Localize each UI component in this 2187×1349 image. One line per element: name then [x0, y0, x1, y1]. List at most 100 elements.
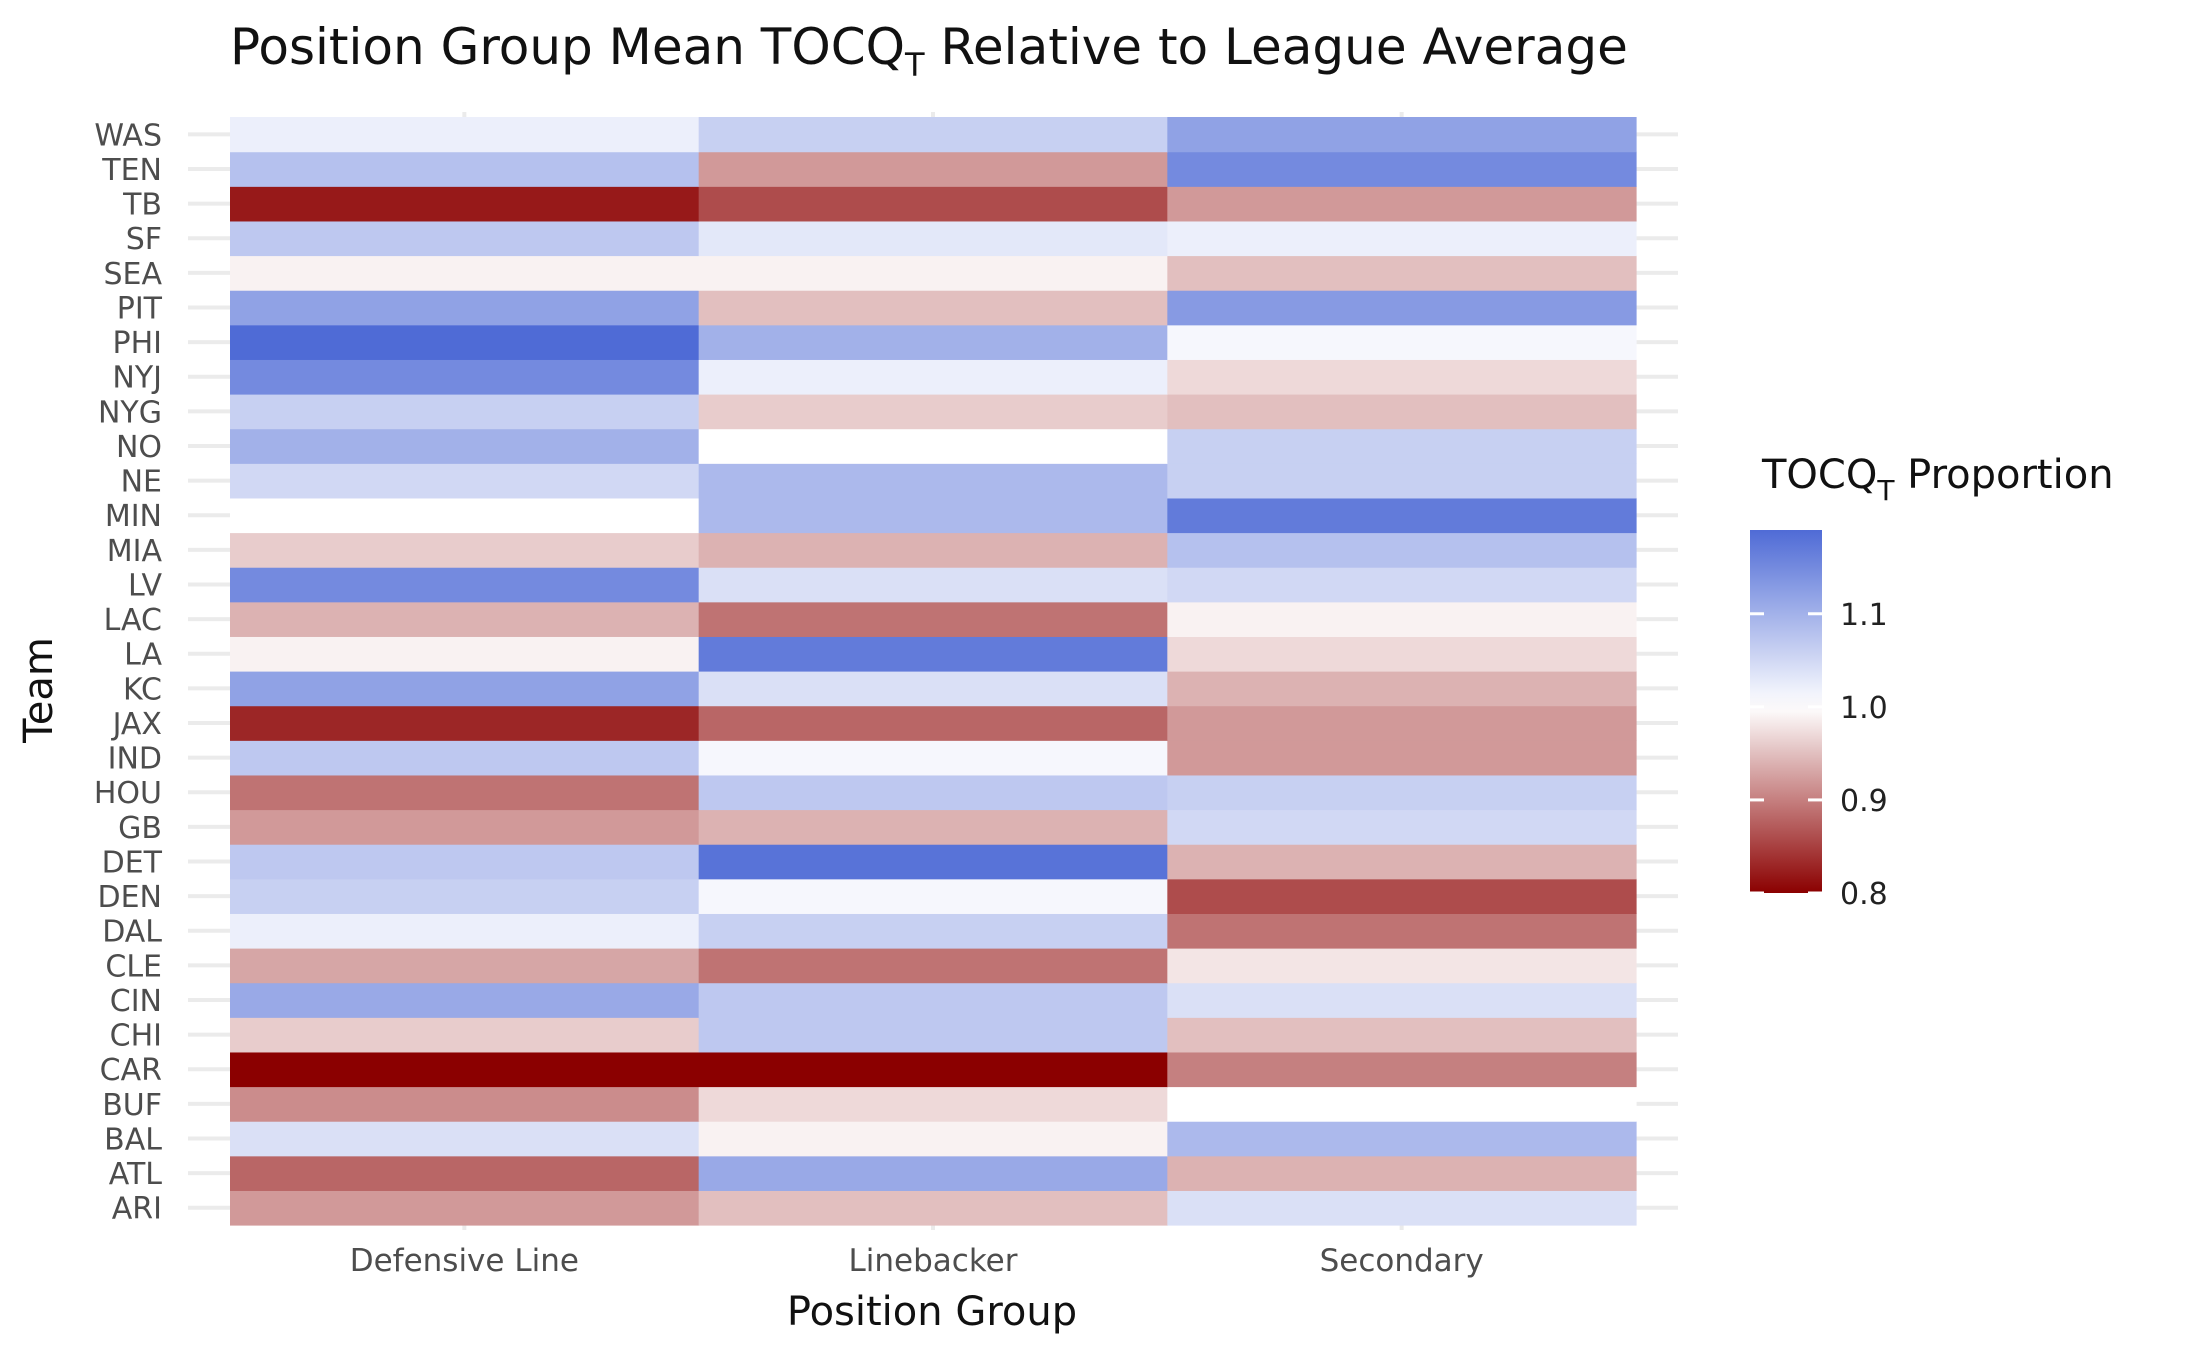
heatmap-cell-hou-linebacker	[698, 774, 1168, 811]
y-tick-label: DAL	[102, 915, 162, 950]
legend-ticks: 1.1 1.0 0.9 0.8	[1750, 598, 1888, 912]
heatmap-cell-car-secondary	[1167, 1051, 1637, 1088]
heatmap-cell-ari-linebacker	[698, 1190, 1168, 1226]
heatmap-cell-min-linebacker	[698, 497, 1168, 534]
heatmap-cell-lv-secondary	[1167, 567, 1637, 603]
heatmap-cell-mia-secondary	[1167, 532, 1637, 568]
heatmap-cell-cle-linebacker	[698, 948, 1168, 984]
y-tick-label: CIN	[110, 984, 162, 1019]
heatmap-cell-la-linebacker	[698, 636, 1168, 672]
chart-title: Position Group Mean TOCQT Relative to Le…	[230, 18, 1628, 84]
heatmap-cell-pit-defensive-line	[230, 290, 700, 326]
y-tick-label: NYJ	[112, 361, 162, 396]
heatmap-cell-ten-linebacker	[698, 151, 1168, 187]
heatmap-cell-was-linebacker	[698, 117, 1168, 153]
heatmap-cell-car-defensive-line	[230, 1051, 700, 1088]
heatmap-cell-atl-defensive-line	[230, 1155, 700, 1191]
y-tick-label: TEN	[101, 153, 162, 188]
heatmap-cell-ne-defensive-line	[230, 463, 700, 499]
heatmap-cell-bal-defensive-line	[230, 1121, 700, 1157]
heatmap-cell-hou-secondary	[1167, 774, 1637, 811]
legend-title: TOCQT Proportion	[1761, 452, 2114, 507]
y-tick-label: KC	[123, 672, 162, 707]
heatmap-cell-car-linebacker	[698, 1051, 1168, 1088]
heatmap-cell-sea-defensive-line	[230, 255, 700, 291]
heatmap-cell-sf-secondary	[1167, 220, 1637, 257]
y-tick-label: ATL	[109, 1157, 163, 1192]
heatmap-cell-phi-secondary	[1167, 324, 1637, 360]
heatmap-cell-cin-linebacker	[698, 982, 1168, 1018]
heatmap-cell-lv-defensive-line	[230, 567, 700, 603]
heatmap-cell-no-defensive-line	[230, 428, 700, 464]
heatmap-cell-dal-secondary	[1167, 913, 1637, 949]
y-tick-label: PHI	[113, 326, 163, 361]
heatmap-cell-bal-linebacker	[698, 1121, 1168, 1157]
heatmap-cell-min-secondary	[1167, 497, 1637, 534]
heatmap-cell-nyj-defensive-line	[230, 359, 700, 395]
heatmap-cell-pit-linebacker	[698, 290, 1168, 326]
heatmap-cell-lv-linebacker	[698, 567, 1168, 603]
heatmap-cell-kc-defensive-line	[230, 671, 700, 707]
x-axis-title: Position Group	[787, 1289, 1077, 1335]
heatmap-cell-pit-secondary	[1167, 290, 1637, 326]
heatmap-cell-nyg-secondary	[1167, 394, 1637, 430]
heatmap-cell-atl-linebacker	[698, 1155, 1168, 1191]
heatmap-cell-phi-defensive-line	[230, 324, 700, 360]
heatmap-cell-sea-secondary	[1167, 255, 1637, 291]
heatmap-cell-nyj-linebacker	[698, 359, 1168, 395]
heatmap-cell-atl-secondary	[1167, 1155, 1637, 1191]
heatmap-cell-nyg-linebacker	[698, 394, 1168, 430]
y-tick-label: BAL	[104, 1122, 162, 1157]
heatmap-cell-den-secondary	[1167, 878, 1637, 914]
heatmap-cell-sf-linebacker	[698, 220, 1168, 257]
heatmap-cell-was-secondary	[1167, 117, 1637, 153]
legend-tick-label: 1.0	[1840, 691, 1888, 726]
y-tick-label: LAC	[104, 603, 162, 638]
legend-tick-label: 1.1	[1840, 598, 1888, 633]
y-tick-label: WAS	[94, 118, 162, 153]
y-tick-label: CHI	[110, 1019, 162, 1054]
heatmap-cell-ari-defensive-line	[230, 1190, 700, 1226]
heatmap-cell-dal-defensive-line	[230, 913, 700, 949]
heatmap-cell-cle-defensive-line	[230, 948, 700, 984]
heatmap-cell-buf-defensive-line	[230, 1086, 700, 1122]
y-tick-label: SF	[126, 222, 162, 257]
heatmap-cell-chi-secondary	[1167, 1017, 1637, 1053]
x-tick-label: Linebacker	[849, 1243, 1018, 1279]
y-tick-label: SEA	[103, 257, 162, 292]
y-tick-label: DEN	[98, 880, 163, 915]
heatmap-cell-kc-linebacker	[698, 671, 1168, 707]
x-tick-label: Secondary	[1320, 1243, 1484, 1279]
y-tick-label: DET	[102, 845, 163, 880]
y-tick-label: NE	[121, 465, 162, 500]
heatmap-cell-den-linebacker	[698, 878, 1168, 914]
y-tick-label: BUF	[102, 1088, 162, 1123]
heatmap-cell-ten-defensive-line	[230, 151, 700, 187]
y-tick-label: GB	[118, 811, 162, 846]
heatmap-cell-ind-linebacker	[698, 740, 1168, 776]
legend-tick-label: 0.8	[1840, 877, 1888, 912]
heatmap-cell-gb-defensive-line	[230, 809, 700, 845]
y-tick-label: JAX	[111, 707, 162, 742]
heatmap-cell-gb-secondary	[1167, 809, 1637, 845]
y-axis-title: Team	[16, 637, 62, 744]
y-tick-label: CAR	[100, 1053, 162, 1088]
y-tick-label: CLE	[105, 949, 162, 984]
y-tick-label: LV	[128, 568, 162, 603]
y-axis-ticks: ARIATLBALBUFCARCHICINCLEDALDENDETGBHOUIN…	[94, 118, 163, 1226]
heatmap-cell-phi-linebacker	[698, 324, 1168, 360]
heatmap-cell-ind-defensive-line	[230, 740, 700, 776]
heatmap-cell-ari-secondary	[1167, 1190, 1637, 1226]
heatmap-cell-buf-linebacker	[698, 1086, 1168, 1122]
y-tick-label: MIN	[105, 499, 162, 534]
heatmap-cell-nyg-defensive-line	[230, 394, 700, 430]
heatmap-cell-bal-secondary	[1167, 1121, 1637, 1157]
y-tick-label: PIT	[117, 291, 163, 326]
heatmap-cell-den-defensive-line	[230, 878, 700, 914]
legend: TOCQT Proportion 1.1 1.0 0.9 0.8	[1750, 452, 2114, 912]
y-tick-label: MIA	[107, 534, 163, 569]
heatmap-cell-hou-defensive-line	[230, 774, 700, 811]
heatmap-cell-no-linebacker	[698, 428, 1168, 464]
heatmap-cell-cin-defensive-line	[230, 982, 700, 1018]
